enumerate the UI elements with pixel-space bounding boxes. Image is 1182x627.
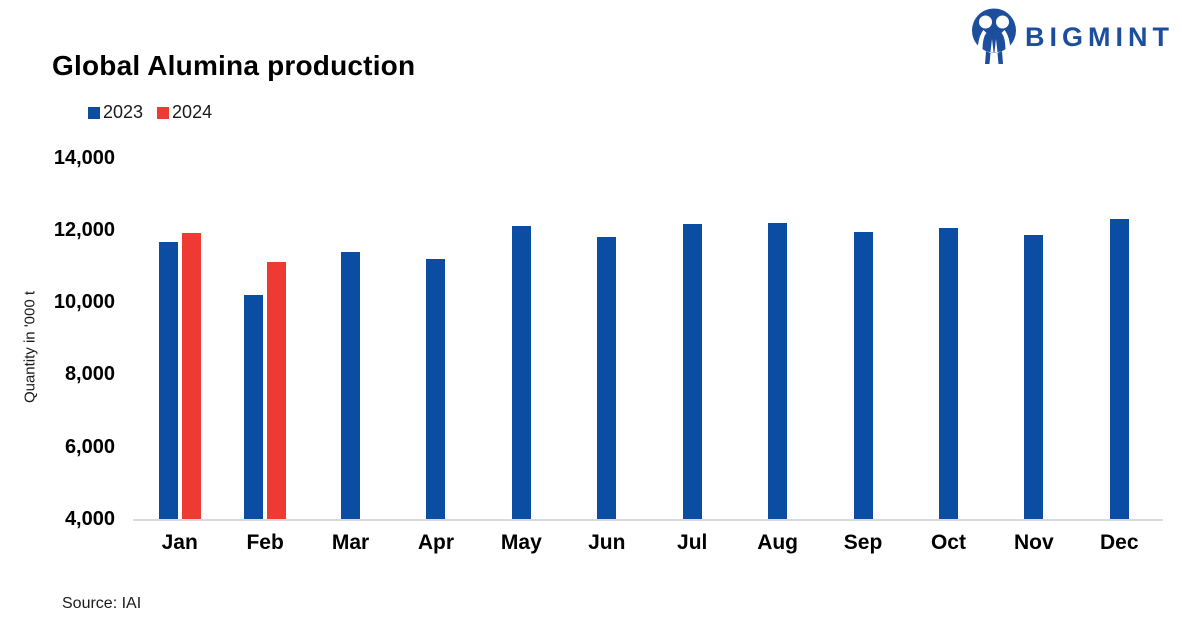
bar-group-jan: [137, 157, 222, 519]
bar-2023-nov: [1024, 235, 1044, 519]
x-tick-aug: Aug: [757, 531, 799, 554]
bar-2023-may: [511, 226, 531, 519]
y-tick-8000: 8,000: [64, 363, 115, 386]
bar-2023-sep: [853, 231, 873, 519]
bar-2023-aug: [768, 222, 788, 519]
bar-2023-feb: [244, 294, 264, 519]
bar-2023-dec: [1109, 218, 1129, 519]
y-tick-10000: 10,000: [53, 291, 115, 314]
bar-group-nov: [991, 157, 1076, 519]
x-tick-jan: Jan: [161, 531, 198, 554]
bar-2023-mar: [341, 251, 361, 519]
x-tick-feb: Feb: [246, 531, 284, 554]
bigmint-logo: BIGMINT: [969, 8, 1174, 66]
x-tick-nov: Nov: [1014, 531, 1054, 554]
source-note: Source: IAI: [62, 595, 142, 612]
x-tick-jul: Jul: [677, 531, 708, 554]
x-tick-may: May: [500, 531, 542, 554]
x-tick-sep: Sep: [843, 531, 883, 554]
x-tick-jun: Jun: [588, 531, 626, 554]
legend: 2023 2024: [88, 102, 212, 123]
legend-swatch-2024: [157, 106, 170, 119]
bar-2023-jul: [682, 224, 702, 519]
bar-group-jun: [564, 157, 649, 519]
bar-group-mar: [308, 157, 393, 519]
legend-item-2023: 2023: [88, 102, 143, 123]
bar-group-jul: [650, 157, 735, 519]
bar-group-feb: [222, 157, 307, 519]
bar-2023-apr: [426, 258, 446, 519]
bar-group-apr: [393, 157, 478, 519]
x-tick-oct: Oct: [930, 531, 966, 554]
legend-label-2023: 2023: [103, 102, 144, 122]
legend-label-2024: 2024: [172, 102, 213, 122]
bigmint-logo-text: BIGMINT: [1025, 21, 1174, 52]
bar-group-sep: [820, 157, 905, 519]
y-tick-6000: 6,000: [64, 435, 115, 458]
bar-group-dec: [1077, 157, 1162, 519]
bar-2023-jun: [597, 237, 617, 519]
bar-2024-feb: [267, 262, 287, 519]
x-axis-line: [133, 519, 1163, 521]
y-tick-12000: 12,000: [53, 218, 115, 241]
legend-swatch-2023: [88, 106, 100, 119]
bar-2024-jan: [181, 233, 201, 519]
chart-title: Global Alumina production: [52, 50, 416, 81]
legend-item-2024: 2024: [157, 102, 212, 123]
bar-2023-oct: [938, 228, 958, 519]
bar-group-oct: [906, 157, 991, 519]
bar-2023-jan: [158, 242, 178, 519]
x-tick-dec: Dec: [1100, 531, 1139, 554]
bigmint-logo-icon: [972, 8, 1016, 64]
bar-group-may: [479, 157, 564, 519]
x-tick-apr: Apr: [417, 531, 455, 554]
x-tick-mar: Mar: [331, 531, 370, 554]
y-tick-14000: 14,000: [53, 146, 115, 169]
y-tick-4000: 4,000: [64, 508, 115, 530]
bar-group-aug: [735, 157, 820, 519]
